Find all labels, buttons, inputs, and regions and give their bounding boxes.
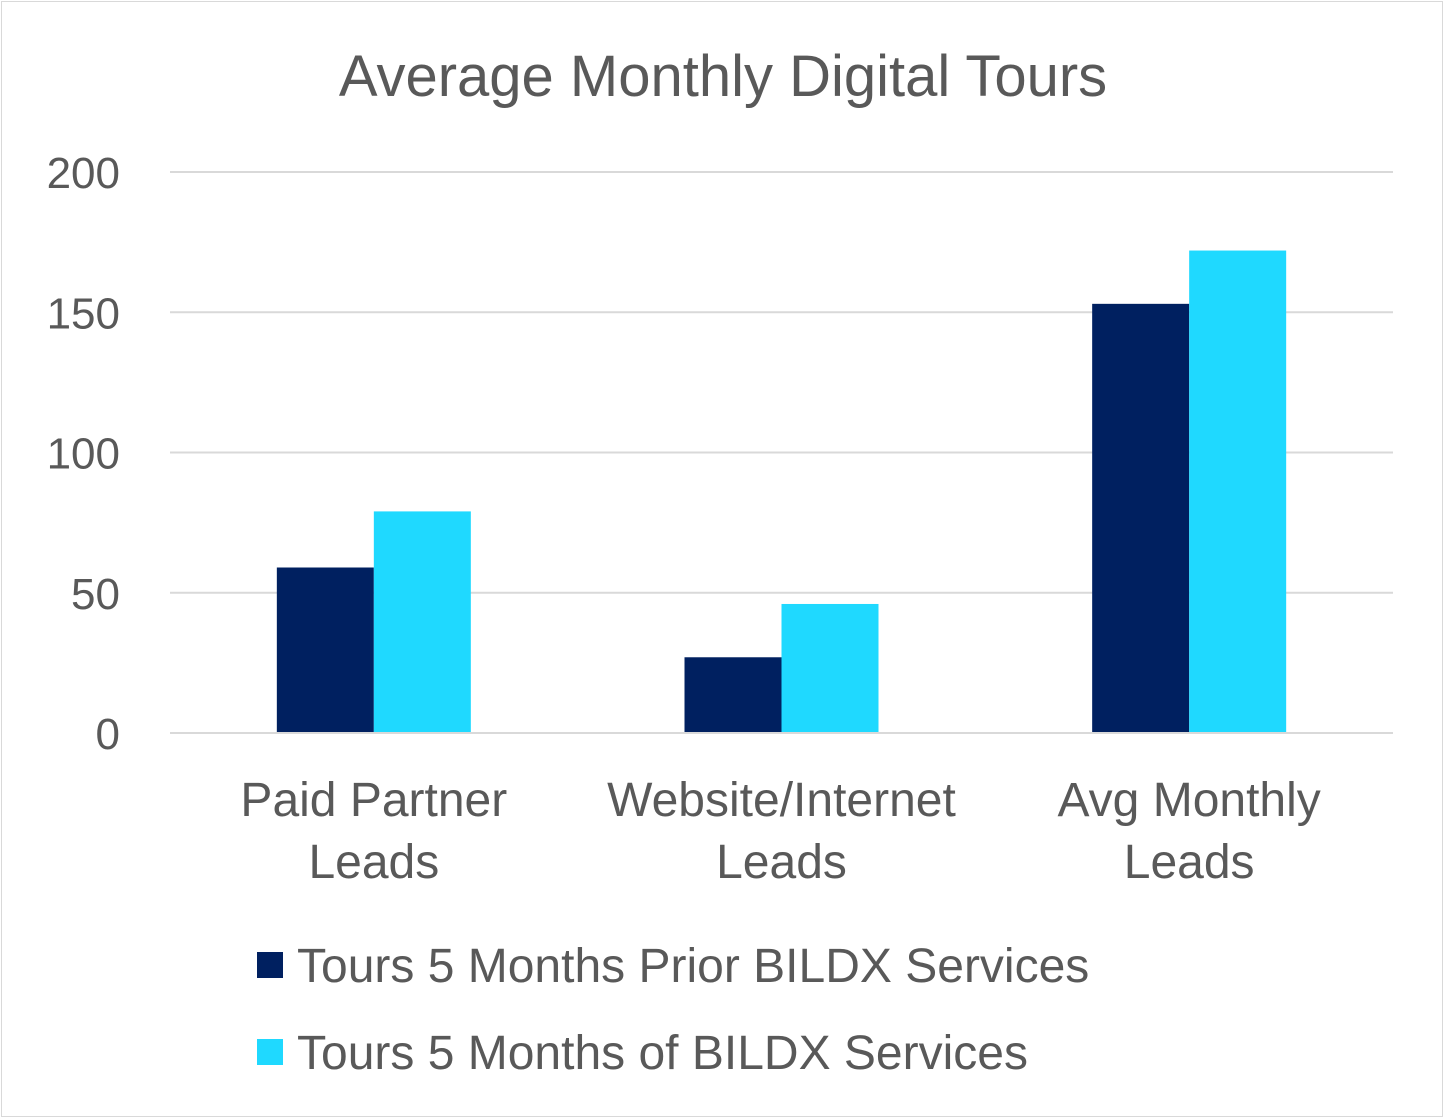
bar xyxy=(373,511,471,733)
x-category-label: Website/Internet xyxy=(607,774,956,827)
bar xyxy=(1092,303,1190,733)
x-category-label: Leads xyxy=(308,836,439,889)
legend-swatch xyxy=(257,1039,283,1065)
y-tick-label: 50 xyxy=(71,570,120,619)
y-tick-label: 100 xyxy=(47,430,120,479)
y-tick-label: 0 xyxy=(96,710,120,759)
legend-label: Tours 5 Months of BILDX Services xyxy=(297,1027,1028,1080)
bar xyxy=(781,603,879,733)
y-tick-label: 150 xyxy=(47,289,120,338)
x-category-label: Leads xyxy=(1124,836,1255,889)
bar xyxy=(684,657,782,733)
bar xyxy=(1189,250,1287,734)
legend-label: Tours 5 Months Prior BILDX Services xyxy=(297,940,1089,993)
chart-title: Average Monthly Digital Tours xyxy=(339,44,1107,109)
x-category-label: Paid Partner xyxy=(240,774,507,827)
x-category-label: Avg Monthly xyxy=(1058,774,1321,827)
x-category-label: Leads xyxy=(716,836,847,889)
bar xyxy=(276,567,374,733)
legend-swatch xyxy=(257,952,283,978)
y-tick-label: 200 xyxy=(47,149,120,198)
